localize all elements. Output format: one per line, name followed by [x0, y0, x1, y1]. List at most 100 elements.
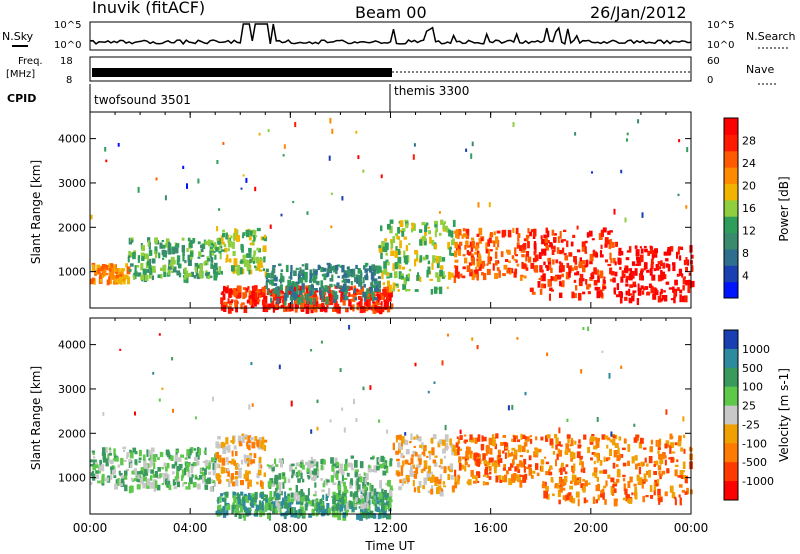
power-echo-cell	[310, 288, 315, 295]
power-echo-cell	[140, 274, 145, 281]
velocity-echo-cell	[103, 457, 107, 463]
power-echo-cell	[174, 244, 178, 248]
power-echo-cell	[474, 251, 477, 255]
velocity-echo-cell	[176, 471, 179, 479]
power-echo-cell	[110, 263, 114, 271]
velocity-echo-cell	[631, 492, 634, 496]
power-echo-cell	[559, 250, 563, 255]
velocity-echo-cell	[482, 481, 485, 486]
power-echo-cell	[594, 286, 599, 291]
velocity-echo-cell	[579, 455, 583, 460]
power-echo-cell	[646, 269, 650, 273]
power-echo-cell	[654, 248, 658, 254]
power-echo-cell	[254, 302, 257, 307]
power-echo-cell	[685, 257, 688, 265]
velocity-echo-cell	[241, 496, 245, 501]
power-echo-cell	[527, 228, 530, 234]
power-echo-cell	[348, 274, 353, 277]
power-echo-cell	[360, 306, 363, 309]
power-echo-cell	[137, 272, 142, 277]
power-echo-cell	[334, 265, 339, 271]
velocity-echo-cell	[516, 463, 520, 471]
velocity-echo-cell	[345, 509, 348, 517]
power-echo-cell	[358, 280, 362, 287]
velocity-echo-cell	[343, 505, 348, 508]
colorbar-swatch	[724, 216, 738, 234]
power-echo-cell	[502, 273, 506, 277]
power-echo-cell	[218, 250, 222, 254]
velocity-echo-cell	[244, 434, 248, 438]
velocity-echo-cell	[669, 433, 673, 440]
velocity-echo-cell	[570, 457, 574, 462]
velocity-echo-cell	[398, 486, 402, 491]
velocity-echo-cell	[260, 440, 264, 449]
power-echo-cell	[401, 231, 405, 237]
power-echo-cell	[476, 260, 481, 267]
velocity-echo-cell	[541, 484, 546, 489]
power-echo-cell	[333, 265, 337, 273]
velocity-echo-cell	[633, 483, 637, 487]
power-echo-cell	[233, 258, 238, 266]
velocity-echo-cell	[130, 477, 134, 481]
power-y-label: Slant Range [km]	[29, 160, 43, 264]
velocity-echo-cell	[567, 437, 570, 443]
velocity-echo-cell	[138, 449, 142, 457]
velocity-echo-cell	[458, 459, 462, 463]
power-echo-cell	[613, 208, 616, 215]
power-echo-cell	[412, 154, 415, 160]
velocity-echo-cell	[503, 464, 506, 471]
velocity-echo-cell	[356, 484, 359, 492]
velocity-echo-cell	[613, 450, 618, 458]
velocity-echo-cell	[565, 494, 569, 501]
velocity-echo-cell	[227, 470, 230, 477]
power-echo-cell	[386, 242, 389, 250]
velocity-echo-cell	[447, 465, 450, 471]
power-echo-cell	[223, 305, 227, 312]
power-echo-cell	[427, 266, 431, 274]
velocity-echo-cell	[177, 481, 180, 488]
velocity-echo-cell	[297, 470, 300, 477]
power-echo-cell	[585, 279, 588, 285]
velocity-echo-cell	[99, 459, 103, 468]
power-echo-cell	[186, 183, 188, 189]
power-echo-cell	[112, 270, 115, 275]
colorbar-tick-label: 16	[742, 202, 756, 215]
power-echo-cell	[482, 273, 487, 281]
power-echo-cell	[270, 272, 273, 279]
power-echo-cell	[106, 265, 109, 271]
power-echo-cell	[545, 244, 549, 251]
power-echo-cell	[359, 270, 363, 274]
power-echo-cell	[322, 294, 326, 303]
velocity-echo-cell	[366, 503, 369, 509]
power-echo-cell	[609, 267, 613, 275]
power-echo-cell	[310, 284, 314, 291]
velocity-echo-cell	[280, 460, 283, 468]
power-echo-cell	[268, 292, 272, 296]
velocity-echo-cell	[479, 459, 482, 465]
power-echo-cell	[272, 288, 277, 294]
power-echo-cell	[253, 230, 257, 235]
velocity-echo-cell	[577, 498, 580, 507]
power-echo-cell	[279, 305, 283, 309]
power-echo-cell	[203, 261, 206, 266]
velocity-echo-cell	[194, 416, 197, 420]
power-echo-cell	[559, 262, 564, 270]
power-echo-cell	[325, 296, 329, 305]
power-echo-cell	[362, 291, 366, 297]
power-echo-cell	[194, 266, 197, 273]
velocity-echo-cell	[604, 499, 607, 505]
colorbar-swatch	[724, 481, 738, 501]
power-echo-cell	[376, 282, 379, 288]
velocity-echo-cell	[308, 462, 311, 465]
power-echo-cell	[678, 246, 681, 249]
power-echo-cell	[439, 232, 442, 236]
velocity-echo-cell	[424, 445, 427, 448]
power-echo-cell	[106, 279, 110, 286]
velocity-echo-cell	[326, 479, 330, 483]
power-echo-cell	[601, 288, 605, 291]
velocity-echo-cell	[450, 474, 454, 480]
velocity-echo-cell	[129, 463, 133, 469]
velocity-echo-cell	[254, 492, 258, 500]
velocity-echo-cell	[545, 491, 548, 499]
velocity-echo-cell	[275, 506, 279, 514]
